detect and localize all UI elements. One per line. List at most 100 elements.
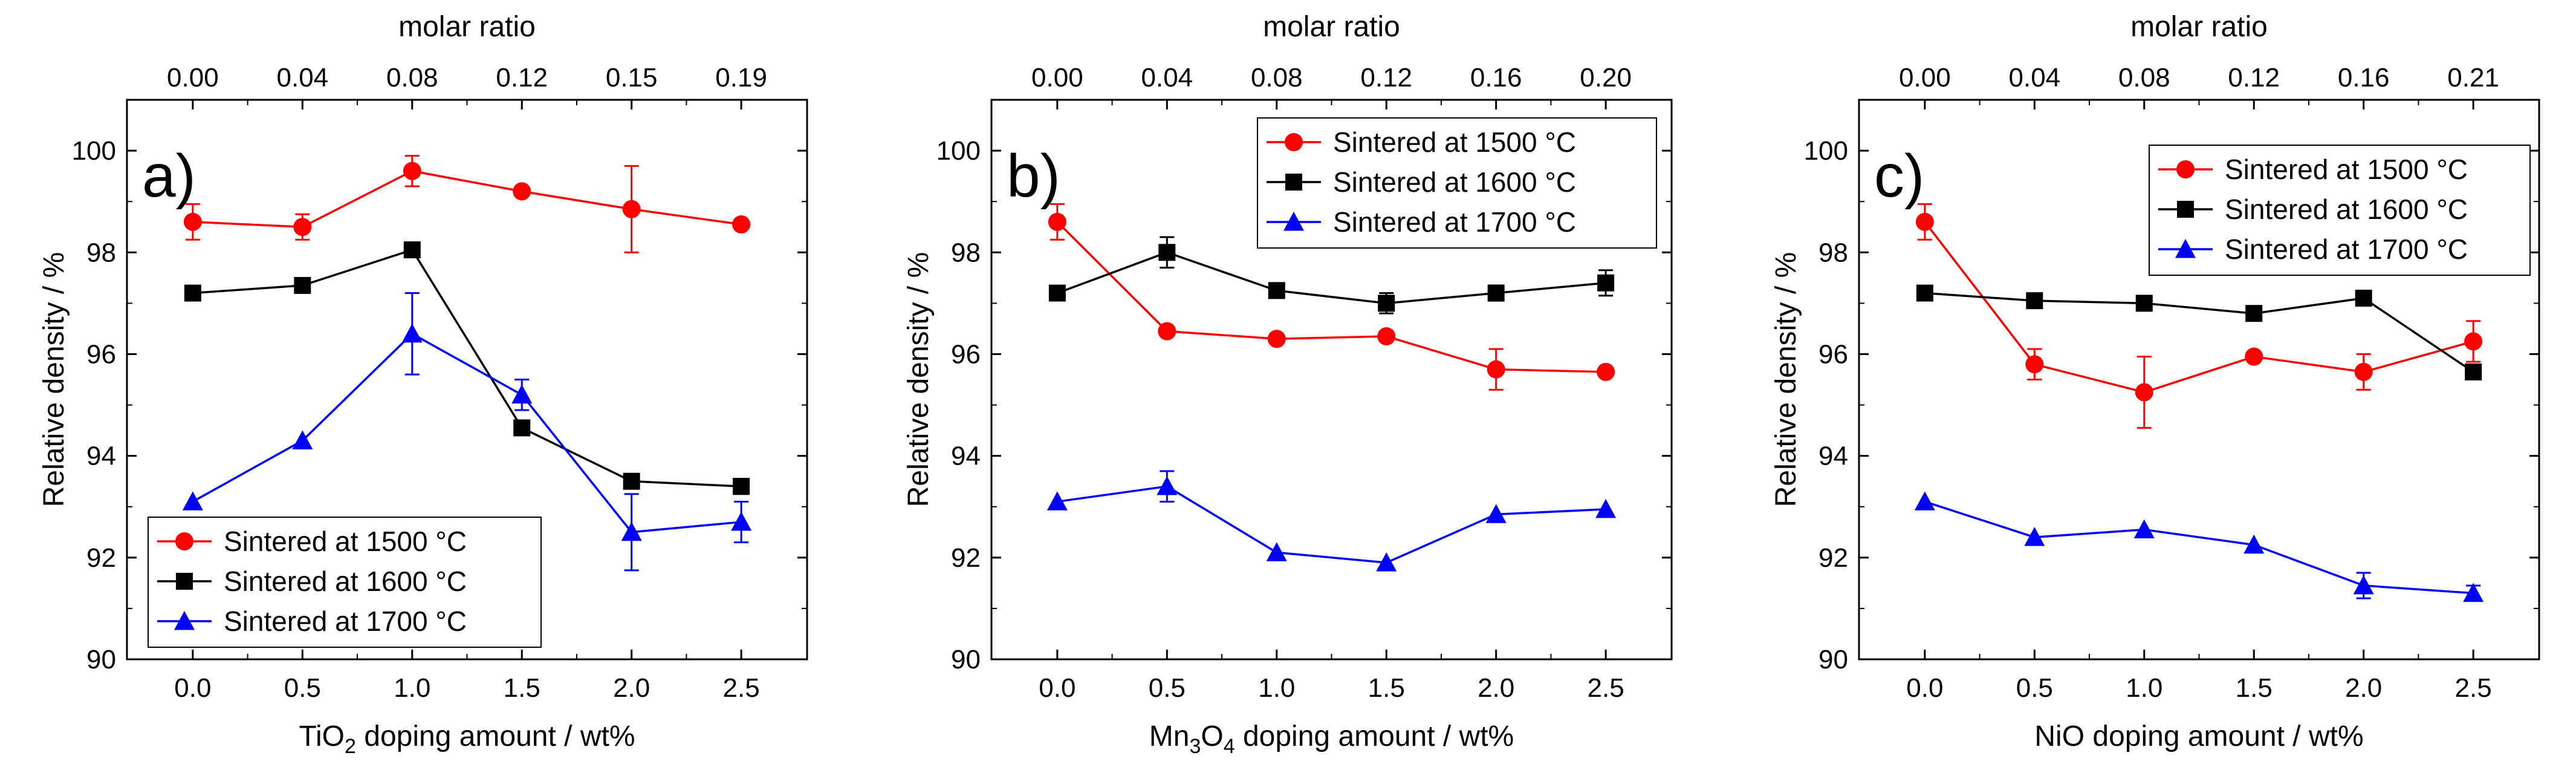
series-line xyxy=(1057,485,1606,564)
data-point xyxy=(2353,575,2374,595)
data-point xyxy=(1048,212,1066,231)
y-tick-label: 100 xyxy=(936,136,981,166)
y-tick-label: 96 xyxy=(951,339,981,369)
x-tick-label: 2.5 xyxy=(723,673,760,703)
series-3 xyxy=(1914,491,2484,602)
x-tick-label: 1.5 xyxy=(1368,673,1405,703)
legend-entry: Sintered at 1500 °C xyxy=(2225,154,2468,185)
x-tick-label: 2.0 xyxy=(2345,673,2382,703)
top-tick-label: 0.00 xyxy=(167,63,219,93)
data-point xyxy=(2463,582,2484,602)
x-tick-label: 0.5 xyxy=(284,673,321,703)
series-2 xyxy=(184,241,750,495)
data-point xyxy=(732,215,751,234)
legend-entry: Sintered at 1600 °C xyxy=(2225,194,2468,225)
x-tick-label: 2.0 xyxy=(613,673,650,703)
data-point xyxy=(1158,322,1176,341)
data-point xyxy=(1048,284,1066,302)
legend-marker xyxy=(176,573,193,590)
x-axis-title-part: doping amount / wt% xyxy=(356,720,635,752)
top-tick-label: 0.21 xyxy=(2447,63,2499,93)
data-point xyxy=(403,241,421,259)
legend-marker xyxy=(1285,174,1302,191)
data-point xyxy=(2025,355,2044,374)
data-point xyxy=(401,323,423,343)
y-tick-label: 92 xyxy=(951,543,981,573)
x-axis-title-part: TiO xyxy=(299,720,345,752)
top-tick-label: 0.04 xyxy=(277,63,329,93)
top-tick-label: 0.12 xyxy=(496,63,548,93)
legend-entry: Sintered at 1700 °C xyxy=(1333,206,1576,238)
series-line xyxy=(1924,292,2474,373)
x-tick-label: 1.5 xyxy=(504,673,540,703)
y-tick-label: 96 xyxy=(1818,339,1848,369)
series-3 xyxy=(182,292,752,572)
data-point xyxy=(2024,527,2045,546)
chart-panel-1: 90 92 94 96 98 100 0.0 0.00 0.5 0.04 1.0 0.08 1.5 0.1… xyxy=(38,11,808,758)
legend-entry: Sintered at 1700 °C xyxy=(224,605,467,637)
top-axis-title: molar ratio xyxy=(398,11,536,43)
legend-entry: Sintered at 1600 °C xyxy=(224,566,467,597)
data-point xyxy=(1267,330,1286,348)
top-tick-label: 0.16 xyxy=(1470,63,1522,93)
y-tick-label: 92 xyxy=(86,543,116,573)
y-tick-label: 98 xyxy=(86,238,116,267)
data-point xyxy=(292,430,313,449)
series-line xyxy=(1057,251,1606,305)
data-point xyxy=(1485,504,1507,523)
y-tick-label: 92 xyxy=(1818,543,1848,573)
panel-label: a) xyxy=(142,142,196,210)
x-axis-title-part: Mn xyxy=(1149,720,1190,752)
x-axis-title-subscript: 3 xyxy=(1189,735,1201,758)
x-tick-label: 0.0 xyxy=(174,673,211,703)
x-axis-title-part: doping amount / wt% xyxy=(1235,720,1514,752)
x-tick-label: 1.0 xyxy=(394,673,430,703)
data-point xyxy=(2464,332,2483,351)
data-point xyxy=(1157,476,1178,495)
data-point xyxy=(293,218,312,237)
series-line xyxy=(192,332,742,533)
data-point xyxy=(2245,305,2263,322)
data-point xyxy=(2026,292,2043,310)
y-tick-label: 90 xyxy=(951,645,981,674)
series-line xyxy=(1924,500,2474,595)
x-tick-label: 0.0 xyxy=(1906,673,1943,703)
top-tick-label: 0.00 xyxy=(1031,63,1083,93)
top-tick-label: 0.20 xyxy=(1580,63,1632,93)
top-tick-label: 0.08 xyxy=(1251,63,1303,93)
data-point xyxy=(1914,491,1935,511)
top-tick-label: 0.00 xyxy=(1899,63,1951,93)
top-tick-label: 0.08 xyxy=(386,63,438,93)
data-point xyxy=(2465,363,2482,380)
x-tick-label: 2.5 xyxy=(1588,673,1624,703)
x-tick-label: 1.0 xyxy=(2126,673,2162,703)
y-tick-label: 94 xyxy=(1818,442,1848,471)
x-tick-label: 0.5 xyxy=(2016,673,2053,703)
x-axis-title-subscript: 4 xyxy=(1224,735,1235,758)
data-point xyxy=(2245,347,2263,366)
y-tick-label: 100 xyxy=(1804,136,1848,166)
legend-marker xyxy=(1283,212,1304,231)
x-axis-title: NiO doping amount / wt% xyxy=(2034,720,2363,752)
series-2 xyxy=(1048,236,1615,315)
top-tick-label: 0.04 xyxy=(2009,63,2061,93)
series-line xyxy=(1056,221,1606,373)
y-tick-label: 90 xyxy=(1818,645,1848,674)
series-3 xyxy=(1046,470,1617,572)
y-tick-label: 94 xyxy=(86,442,116,471)
y-tick-label: 90 xyxy=(86,645,116,674)
data-point xyxy=(623,472,640,490)
legend-marker xyxy=(175,532,193,550)
top-tick-label: 0.12 xyxy=(2228,63,2280,93)
data-point xyxy=(2354,362,2373,381)
x-tick-label: 1.5 xyxy=(2236,673,2273,703)
data-point xyxy=(1158,244,1176,261)
legend-entry: Sintered at 1500 °C xyxy=(1333,126,1576,158)
legend-entry: Sintered at 1700 °C xyxy=(2225,233,2468,265)
data-point xyxy=(403,162,421,180)
data-point xyxy=(1487,360,1505,379)
y-tick-label: 94 xyxy=(951,442,981,471)
legend: Sintered at 1500 °C Sintered at 1600 °C Si… xyxy=(1257,117,1657,249)
top-tick-label: 0.15 xyxy=(606,63,658,93)
data-point xyxy=(513,419,531,437)
